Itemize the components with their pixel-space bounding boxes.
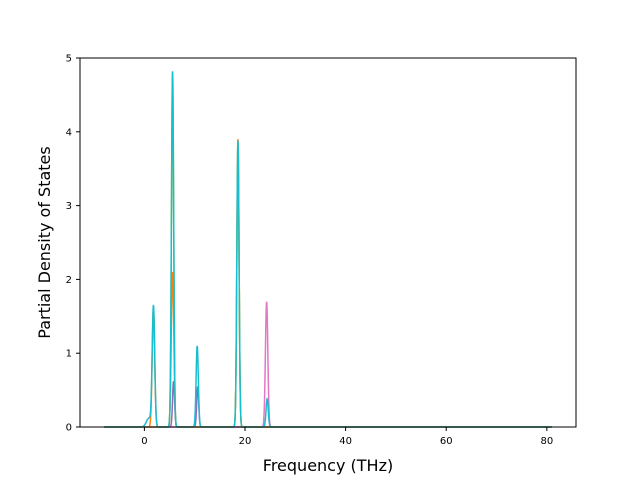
x-tick-label: 60 bbox=[440, 436, 453, 447]
y-tick-label: 1 bbox=[66, 349, 72, 360]
y-tick-label: 4 bbox=[66, 127, 72, 138]
y-tick-label: 2 bbox=[66, 275, 72, 286]
x-tick-label: 0 bbox=[141, 436, 147, 447]
x-tick-label: 20 bbox=[239, 436, 252, 447]
plot-frame bbox=[79, 57, 577, 428]
x-axis-title: Frequency (THz) bbox=[263, 456, 393, 475]
y-axis-ticks: 0 1 2 3 4 5 bbox=[66, 54, 80, 434]
y-axis-title: Partial Density of States bbox=[35, 146, 54, 338]
x-tick-label: 80 bbox=[540, 436, 553, 447]
y-tick-label: 3 bbox=[66, 201, 72, 212]
x-tick-label: 40 bbox=[339, 436, 352, 447]
y-tick-label: 5 bbox=[66, 54, 72, 65]
x-axis-ticks: 0 20 40 60 80 bbox=[141, 427, 553, 447]
y-tick-label: 0 bbox=[66, 423, 72, 434]
